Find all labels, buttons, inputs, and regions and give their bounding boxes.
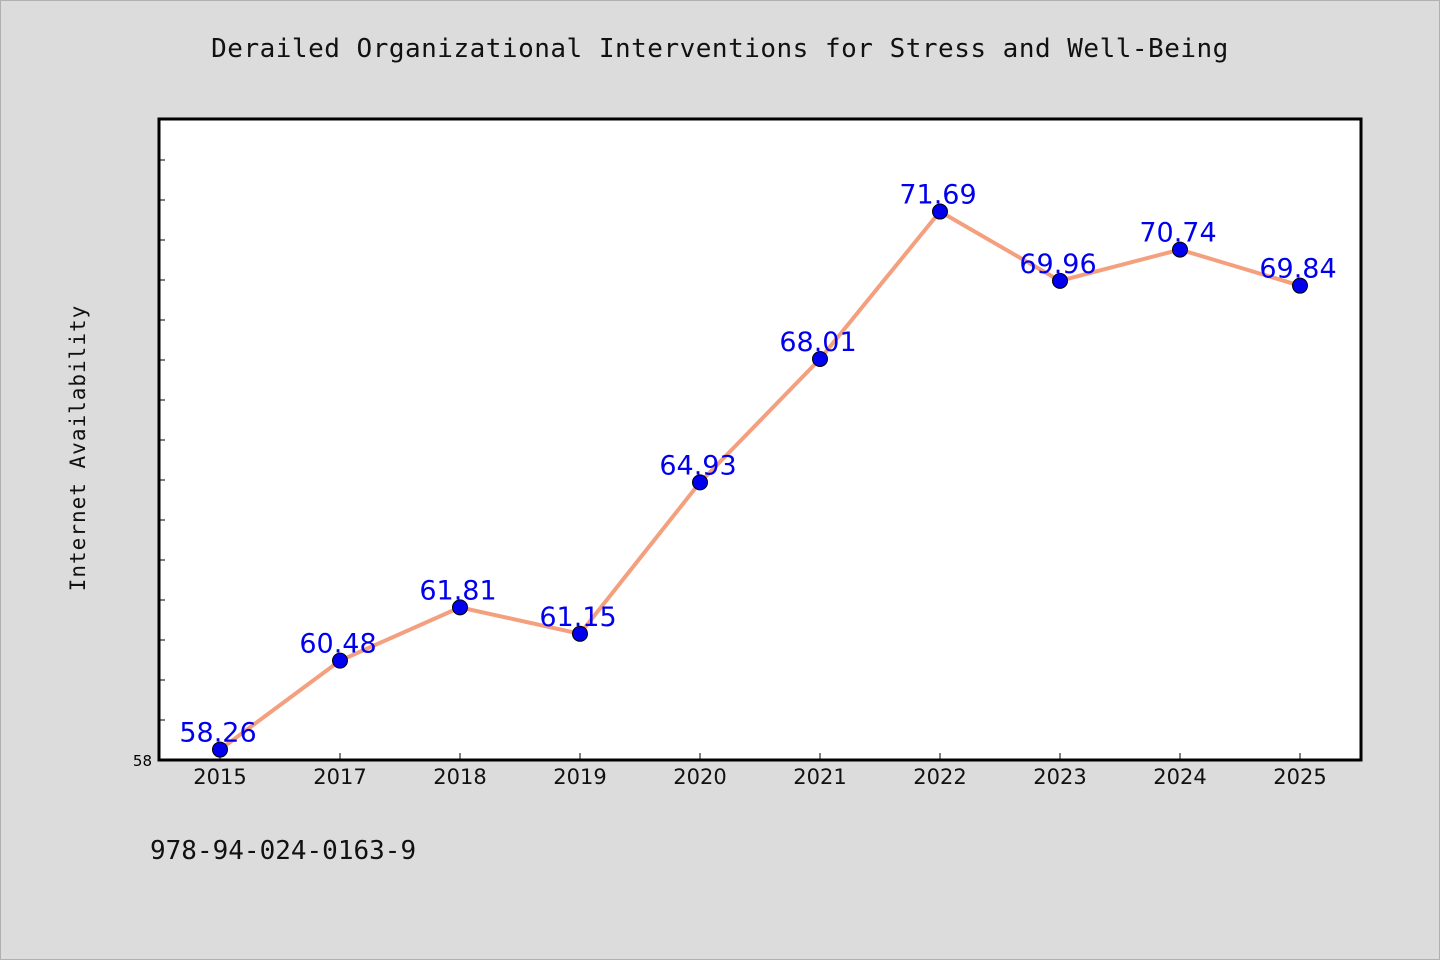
x-tick-label: 2017 bbox=[313, 765, 366, 789]
data-point bbox=[692, 474, 708, 491]
y-axis-ticks: 58 bbox=[133, 119, 165, 770]
chart-title: Derailed Organizational Interventions fo… bbox=[211, 34, 1229, 64]
data-label: 68.01 bbox=[779, 327, 856, 358]
data-label: 61.15 bbox=[539, 602, 616, 633]
data-label: 64.93 bbox=[659, 450, 736, 481]
x-tick-label: 2023 bbox=[1033, 765, 1086, 789]
data-point bbox=[1172, 241, 1188, 258]
data-label: 58.26 bbox=[179, 718, 256, 749]
x-tick-label: 2025 bbox=[1273, 765, 1326, 789]
data-point bbox=[212, 741, 228, 758]
data-point bbox=[332, 652, 348, 669]
x-tick-label: 2020 bbox=[673, 765, 726, 789]
data-label-layer: 58.26 60.48 61.81 61.15 64.93 68.01 71.69 69.96… bbox=[179, 180, 1336, 749]
data-label: 71.69 bbox=[899, 180, 976, 211]
series-layer bbox=[218, 209, 1302, 752]
data-label: 70.74 bbox=[1139, 218, 1216, 249]
series-line bbox=[218, 209, 1302, 752]
data-point bbox=[1052, 272, 1068, 289]
data-label: 60.48 bbox=[299, 629, 376, 660]
x-tick-label: 2022 bbox=[913, 765, 966, 789]
data-point bbox=[812, 350, 828, 367]
data-point bbox=[572, 625, 588, 642]
y-tick-label: 58 bbox=[133, 752, 152, 770]
x-tick-label: 2024 bbox=[1153, 765, 1206, 789]
data-point bbox=[1292, 277, 1308, 294]
x-axis-ticks: 2015 2017 2018 2019 2020 2021 2022 2023 2024 2025 bbox=[193, 753, 1327, 789]
data-point bbox=[452, 599, 468, 616]
data-label: 69.84 bbox=[1259, 254, 1336, 285]
data-point bbox=[932, 203, 948, 220]
isbn-text: 978-94-024-0163-9 bbox=[150, 836, 417, 866]
x-tick-label: 2019 bbox=[553, 765, 606, 789]
data-label: 69.96 bbox=[1019, 249, 1096, 280]
data-label: 61.81 bbox=[419, 575, 496, 606]
x-tick-label: 2015 bbox=[193, 765, 246, 789]
marker-layer bbox=[212, 203, 1308, 758]
x-tick-label: 2018 bbox=[433, 765, 486, 789]
x-tick-label: 2021 bbox=[793, 765, 846, 789]
